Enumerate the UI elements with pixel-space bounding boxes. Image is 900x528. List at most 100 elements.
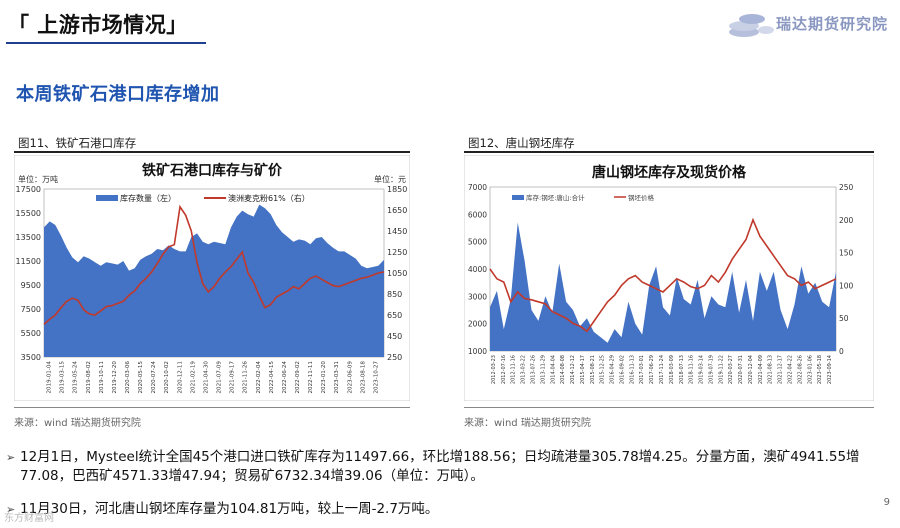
x-tick-label: 2014-08-08 [560,355,566,384]
x-tick-label: 2016-09-02 [619,355,625,384]
y-right-tick-label: 1450 [387,227,407,236]
x-tick-label: 2018-07-13 [679,355,685,384]
legend-swatch-inventory [96,195,118,201]
figure-11-rule [14,151,410,153]
brand-logo-icon [729,14,774,37]
title-underline [6,42,206,44]
watermark: 东方财富网 [4,513,54,524]
y-right-tick-label: 850 [387,290,402,299]
y-left-tick-label: 7500 [21,305,41,314]
price-line-series [43,204,385,325]
bullet-text: 11月30日，河北唐山钢坯库存量为104.81万吨，较上一周-2.7万吨。 [20,501,439,517]
y-right-unit: 单位：元 [374,174,406,184]
x-tick-label: 2022-04-22 [788,355,794,384]
y-right-tick-label: 1250 [387,248,407,257]
y-right-tick-label: 150 [839,249,854,258]
x-tick-label: 2020-10-02 [164,361,170,394]
y-left-tick-label: 13500 [16,233,41,242]
x-tick-label: 2021-04-30 [203,361,209,394]
y-right-tick-label: 200 [839,216,854,225]
x-tick-label: 2020-12-04 [748,355,754,384]
y-right-tick-label: 1850 [387,185,407,194]
chart-title: 唐山钢坯库存及现货价格 [592,164,747,181]
y-left-tick-label: 5500 [21,329,41,338]
x-tick-label: 2012-03-23 [491,355,497,384]
brand-name: 瑞达期货研究院 [776,15,889,33]
x-tick-label: 2021-11-26 [243,361,249,394]
figure-12-rule [464,151,874,153]
x-tick-label: 2019-10-11 [99,361,105,394]
y-right-tick-label: 0 [839,347,844,356]
x-tick-label: 2013-11-29 [540,355,546,384]
x-tick-label: 2023-03-31 [334,361,340,394]
x-tick-label: 2019-12-20 [112,361,118,394]
y-right-tick-label: 450 [387,332,402,341]
x-tick-label: 2012-07-16 [501,355,507,384]
figure-12-chart: 唐山钢坯库存及现货价格 7000 6000 5000 4000 3000 2000 1000… [464,155,874,401]
x-tick-label: 2022-09-02 [295,361,301,394]
figure-12-caption: 图12、唐山钢坯库存 [468,136,575,150]
x-tick-label: 2021-09-17 [230,361,236,394]
x-tick-label: 2020-07-24 [151,361,157,394]
x-tick-label: 2015-04-17 [580,355,586,384]
x-tick-label: 2020-05-15 [138,361,144,394]
y-left-tick-label: 15500 [16,209,41,218]
y-left-tick-label: 2000 [468,320,487,329]
tangshan-billet-chart: 唐山钢坯库存及现货价格 7000600050004000300020001000… [464,155,874,401]
y-right-tick-label: 650 [387,311,402,320]
x-tick-label: 2018-03-09 [669,355,675,384]
bullet-iron-ore-inventory: ➢ 12月1日，Mysteel统计全国45个港口进口铁矿库存为11497.66，环… [6,448,891,486]
x-tick-label: 2021-12-17 [778,355,784,384]
bullet-arrow-icon: ➢ [6,503,16,516]
x-tick-label: 2015-12-25 [600,355,606,384]
y-left-tick-label: 4000 [468,265,487,274]
x-tick-label: 2014-04-04 [550,355,556,384]
bullet-text-continued: 77.08，巴西矿4571.33增47.94；贸易矿6732.34增39.06（… [20,468,484,484]
y-right-tick-label: 250 [839,183,854,192]
x-tick-label: 2019-03-14 [699,355,705,384]
x-tick-label: 2022-02-04 [256,361,262,394]
y-right-tick-label: 1050 [387,269,407,278]
x-tick-label: 2020-12-11 [177,361,183,394]
y-left-tick-label: 1000 [468,347,487,356]
figure-11-bottom-rule [14,407,410,408]
x-tick-label: 2019-08-02 [86,361,92,394]
page-title: 「 上游市场情况」 [8,13,188,37]
legend-inventory: 库存:钢坯:唐山:合计 [526,193,585,202]
x-tick-label: 2023-05-18 [817,355,823,384]
y-left-unit: 单位：万吨 [18,174,58,184]
x-tick-label: 2023-08-18 [360,361,366,394]
x-tick-label: 2017-06-29 [649,355,655,384]
figure-11-chart: 铁矿石港口库存与矿价 单位：万吨 单位：元 17500 15500 13500 115… [14,155,410,401]
x-tick-label: 2022-11-11 [308,361,314,394]
inventory-area-series [490,222,836,351]
figure-11-caption: 图11、铁矿石港口库存 [18,136,137,150]
y-left-tick-label: 3000 [468,292,487,301]
x-tick-label: 2015-08-21 [590,355,596,384]
x-tick-label: 2013-03-22 [521,355,527,384]
legend-inventory: 库存数量（左） [120,193,176,203]
y-left-tick-label: 7000 [468,183,487,192]
y-left-tick-label: 17500 [16,185,41,194]
y-left-tick-label: 3500 [21,353,41,362]
x-tick-label: 2016-11-13 [629,355,635,384]
y-left-tick-label: 6000 [468,210,487,219]
price-line-series [489,217,837,333]
x-tick-label: 2019-05-24 [73,361,79,394]
x-tick-label: 2014-12-12 [570,355,576,384]
x-tick-label: 2020-03-27 [728,355,734,384]
bullet-arrow-icon: ➢ [6,451,16,464]
x-tick-label: 2022-08-26 [797,355,803,384]
x-tick-label: 2021-02-19 [190,361,196,394]
y-right-tick-label: 100 [839,281,854,290]
y-left-tick-label: 5000 [468,238,487,247]
x-tick-label: 2023-06-09 [347,361,353,394]
x-tick-label: 2016-04-29 [610,355,616,384]
x-tick-label: 2018-11-16 [689,355,695,384]
x-tick-label: 2022-06-24 [282,361,288,394]
x-tick-label: 2023-10-27 [373,361,379,394]
y-left-tick-label: 9500 [21,281,41,290]
x-tick-label: 2020-07-31 [738,355,744,384]
x-tick-label: 2023-01-06 [807,355,813,384]
chart-title: 铁矿石港口库存与矿价 [142,162,283,179]
